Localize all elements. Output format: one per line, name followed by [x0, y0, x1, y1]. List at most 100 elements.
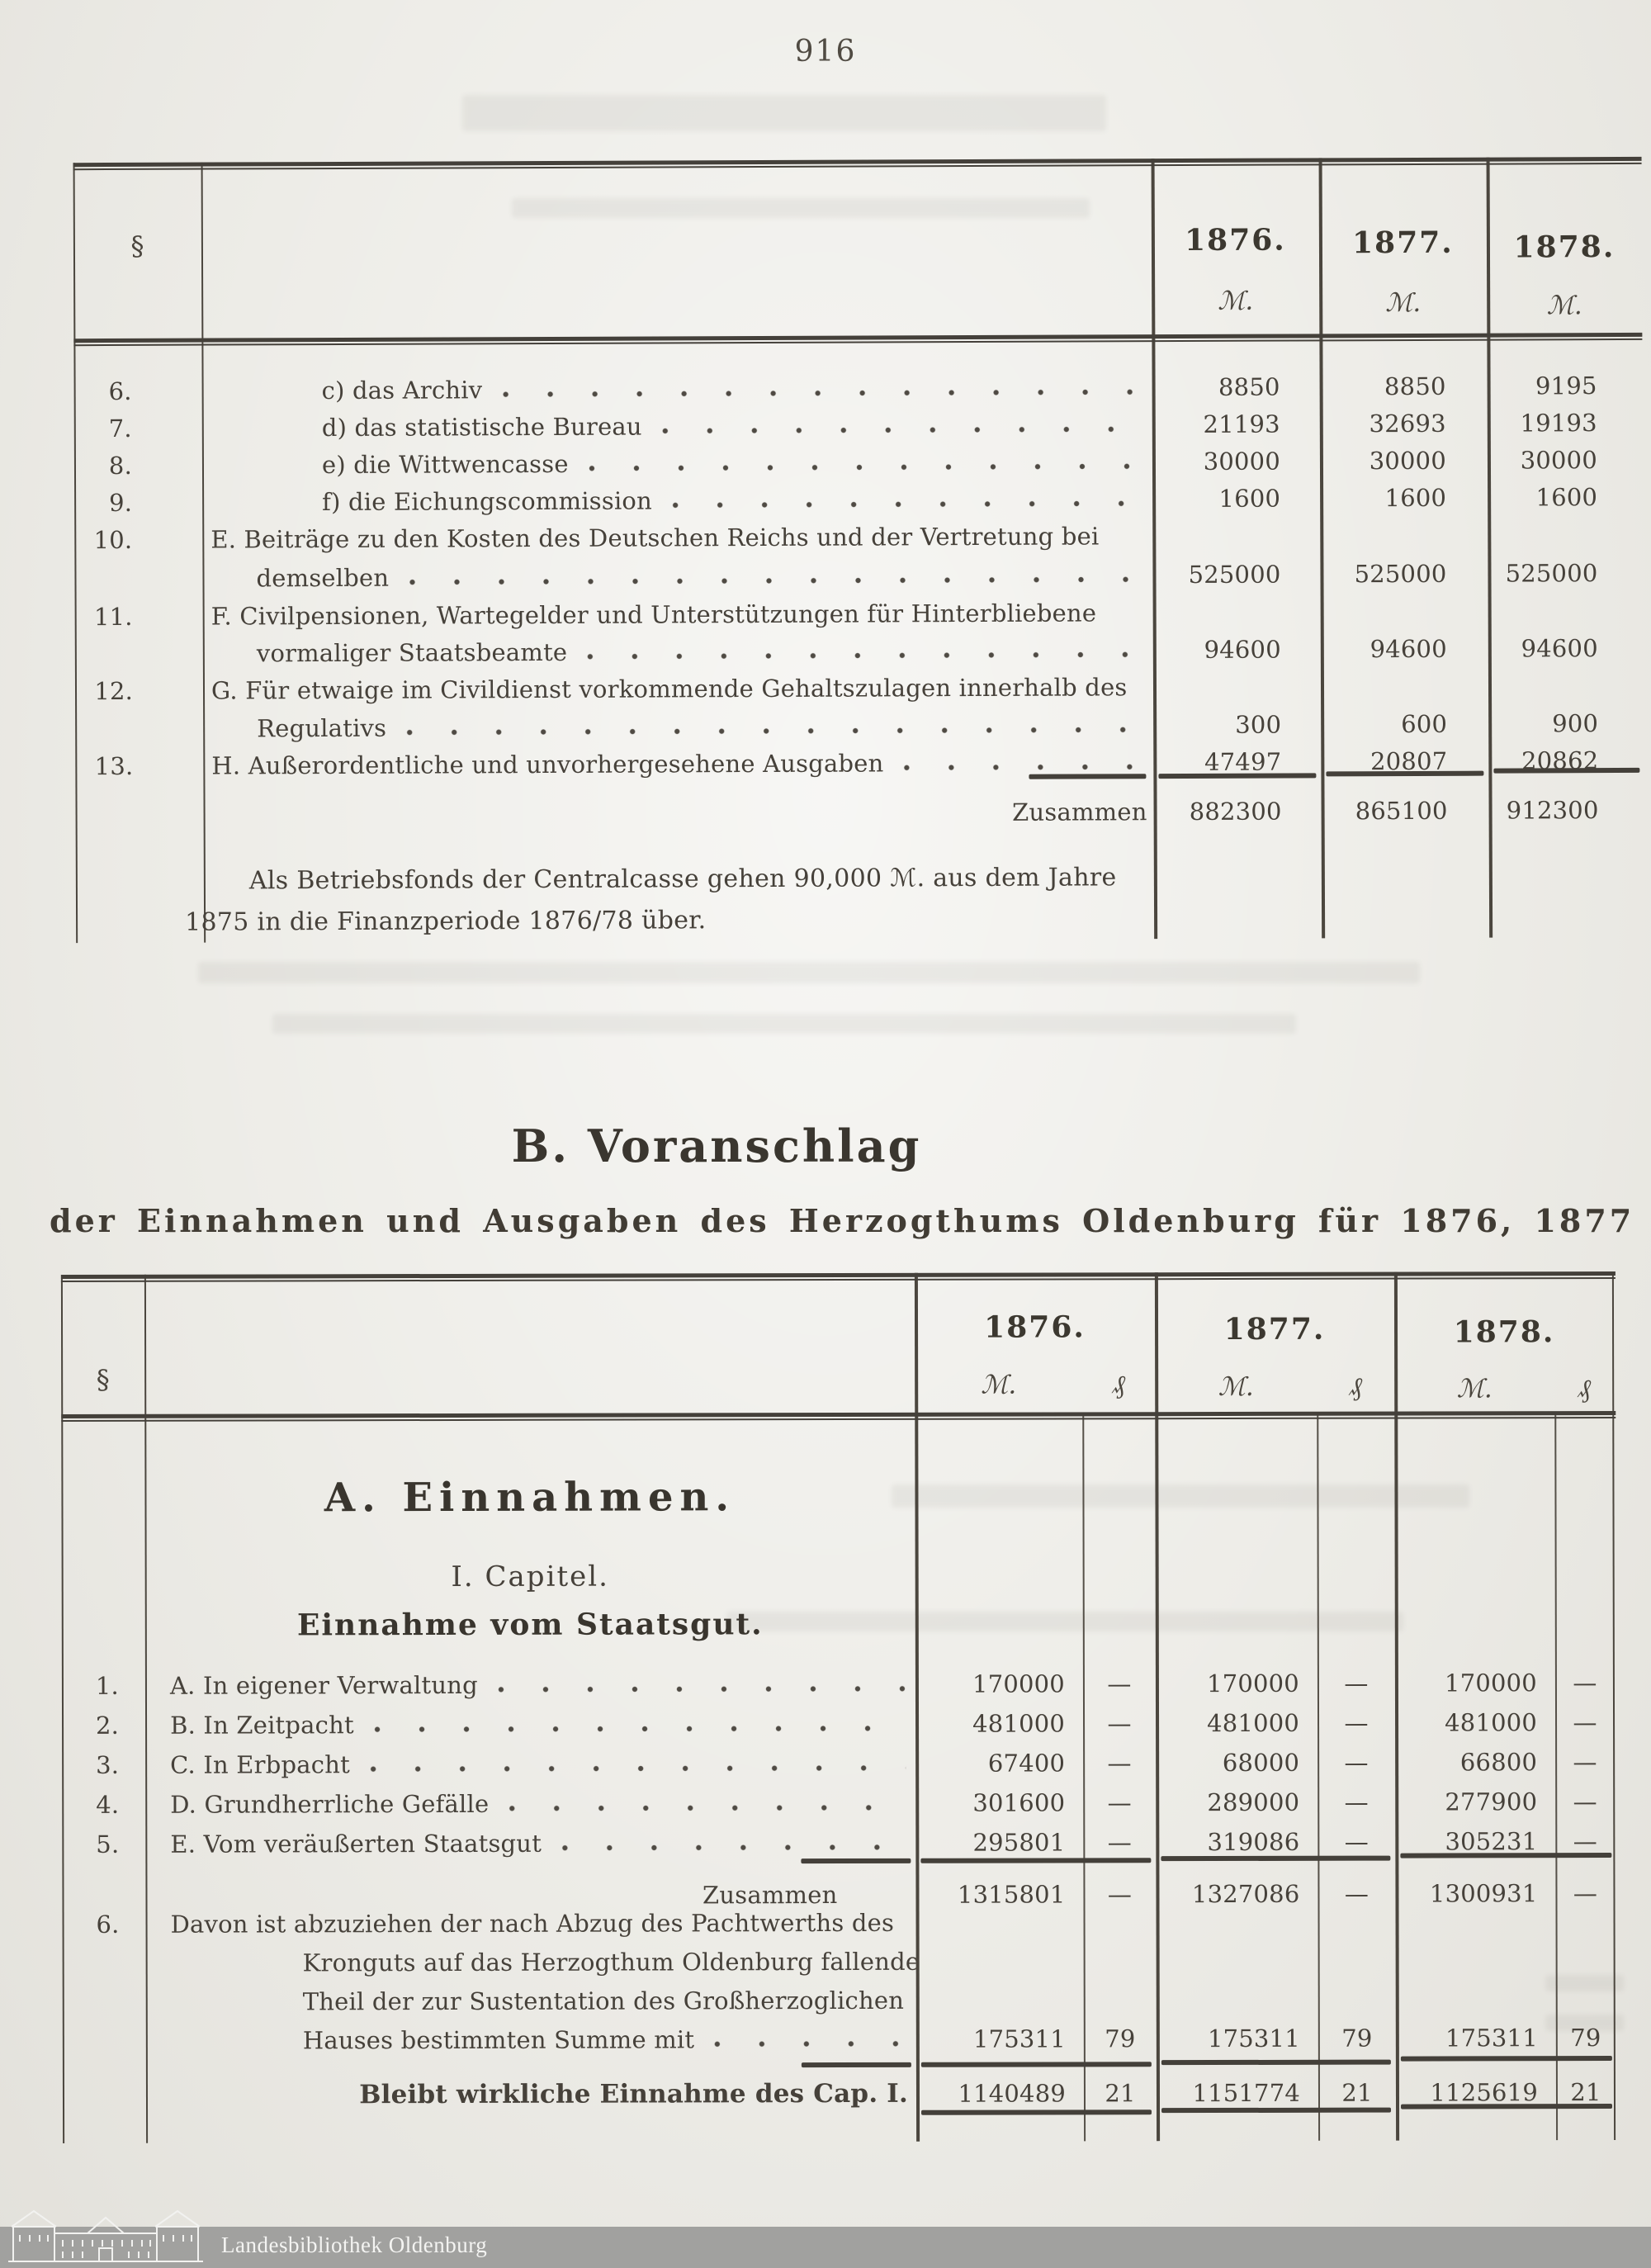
value-1877: 525000 [1354, 559, 1447, 589]
row-number: 6. [96, 1910, 120, 1939]
row-description: Hauses bestimmten Summe mit [302, 2025, 695, 2055]
table-row: 4. D. Grundherrliche Gefälle 301600 — 28… [62, 1778, 1616, 1820]
revenues-heading: A. Einnahmen. [324, 1474, 736, 1522]
dot-leader [406, 726, 1144, 736]
dot-leader [502, 388, 1142, 399]
section-title: B. Voranschlag [511, 1120, 922, 1172]
table-row-continuation: demselben 525000 525000 525000 [74, 550, 1643, 594]
dot-leader [373, 1724, 906, 1734]
row-description: H. Außerordentliche und unvorhergesehene… [211, 749, 884, 780]
paragraph-column-header: § [130, 230, 144, 262]
table-row-continuation: Kronguts auf das Herzogthum Oldenburg fa… [63, 1937, 1617, 1978]
dot-leader [714, 2039, 906, 2048]
row-description: E. Beiträge zu den Kosten des Deutschen … [211, 522, 1100, 554]
table-top-rule [73, 156, 1642, 171]
dot-leader [587, 651, 1143, 661]
value-pfennig-1878: — [1573, 1708, 1597, 1737]
value-1876: 21193 [1203, 410, 1280, 438]
closing-rule [1161, 2107, 1392, 2114]
table-row-continuation: Hauses bestimmten Summe mit 175311 79 17… [63, 2015, 1617, 2056]
value-pfennig-1877: — [1344, 1708, 1369, 1737]
row-number: 12. [94, 676, 134, 706]
closing-rule [921, 2109, 1152, 2115]
final-mark-1878: 1125619 [1430, 2078, 1539, 2107]
final-sum-row: Bleibt wirkliche Einnahme des Cap. I. 11… [63, 2069, 1617, 2110]
table-row-continuation: Theil der zur Sustentation des Großherzo… [63, 1976, 1617, 2017]
sum-rule [1158, 773, 1317, 779]
value-pfennig-1877: 79 [1341, 2024, 1373, 2053]
value-pfennig-1878: — [1573, 1669, 1597, 1697]
value-1878: 9195 [1535, 372, 1597, 400]
final-mark-1876: 1140489 [958, 2079, 1067, 2108]
bleed-through-smudge [272, 1014, 1296, 1034]
library-footer-label: Landesbibliothek Oldenburg [221, 2232, 488, 2257]
bleed-through-smudge [198, 962, 1420, 983]
value-mark-1878: 170000 [1444, 1669, 1537, 1697]
row-number: 3. [96, 1750, 120, 1779]
value-mark-1876: 175311 [972, 2024, 1066, 2053]
final-pfennig-1876: 21 [1105, 2079, 1136, 2108]
row-number: 7. [108, 414, 132, 443]
final-sum-label: Bleibt wirkliche Einnahme des Cap. I. [359, 2078, 909, 2110]
row-description: A. In eigener Verwaltung [169, 1670, 478, 1700]
final-pfennig-1878: 21 [1570, 2078, 1601, 2107]
value-1876: 300 [1235, 710, 1282, 739]
row-description: f) die Eichungscommission [322, 486, 653, 517]
sum-rule [801, 1858, 911, 1864]
value-1876: 1600 [1218, 484, 1281, 513]
value-1877: 8850 [1384, 372, 1446, 401]
bleed-through-smudge [1545, 2015, 1624, 2031]
value-pfennig-1876: — [1107, 1669, 1132, 1698]
value-1877: 1600 [1384, 483, 1447, 513]
dot-leader [369, 1764, 906, 1773]
value-mark-1876: 170000 [972, 1669, 1065, 1698]
row-description: Regulativs [257, 713, 387, 743]
value-1878: 30000 [1520, 446, 1598, 475]
value-pfennig-1876: — [1107, 1749, 1132, 1778]
currency-header-mark: ℳ. [981, 1370, 1017, 1400]
dot-leader [409, 575, 1143, 586]
value-1877: 600 [1401, 709, 1448, 739]
chapter-subheading: Einnahme vom Staatsgut. [296, 1607, 764, 1643]
dot-leader [561, 1843, 906, 1852]
header-bottom-rule [73, 332, 1643, 347]
value-mark-1877: 68000 [1222, 1748, 1300, 1778]
final-pfennig-1877: 21 [1341, 2078, 1373, 2107]
sum-rule [1161, 1855, 1391, 1862]
dot-leader [588, 462, 1142, 472]
value-1877: 94600 [1370, 634, 1447, 664]
table-row: 12. G. Für etwaige im Civildienst vorkom… [75, 662, 1644, 706]
table-row: 5. E. Vom veräußerten Staatsgut 295801 —… [62, 1818, 1616, 1859]
year-header-1877: 1877. [1223, 1311, 1326, 1347]
row-number: 11. [93, 602, 133, 632]
year-header-1877: 1877. [1351, 225, 1454, 261]
sum-1877: 865100 [1355, 796, 1448, 826]
value-1878: 19193 [1520, 409, 1597, 438]
value-mark-1878: 305231 [1445, 1827, 1538, 1856]
row-description: d) das statistische Bureau [321, 412, 642, 443]
sum-1876: 882300 [1189, 797, 1282, 826]
currency-header-pfennig: ₰ [1349, 1371, 1362, 1402]
library-building-icon [7, 2205, 205, 2266]
value-mark-1876: 481000 [972, 1709, 1066, 1738]
value-1877: 32693 [1369, 409, 1446, 438]
currency-header-mark: ℳ. [1218, 286, 1254, 316]
value-1876: 8850 [1218, 372, 1280, 401]
value-1878: 94600 [1521, 634, 1598, 663]
chapter-heading: I. Capitel. [451, 1560, 609, 1593]
year-header-1876: 1876. [984, 1309, 1086, 1345]
value-pfennig-1878: — [1573, 1748, 1597, 1777]
sum-rule [1400, 2056, 1612, 2062]
sum-rule [1493, 767, 1640, 774]
value-mark-1876: 295801 [972, 1828, 1066, 1857]
year-header-1878: 1878. [1453, 1314, 1555, 1350]
value-1876: 30000 [1203, 447, 1281, 476]
row-description: demselben [256, 563, 390, 593]
dot-leader [671, 500, 1143, 509]
row-number: 2. [95, 1711, 120, 1740]
table-row: 2. B. In Zeitpacht 481000 — 481000 — 481… [62, 1699, 1616, 1740]
header-bottom-rule [61, 1411, 1616, 1422]
value-pfennig-1876: — [1107, 1788, 1132, 1817]
bleed-through-smudge [1545, 1975, 1624, 1991]
